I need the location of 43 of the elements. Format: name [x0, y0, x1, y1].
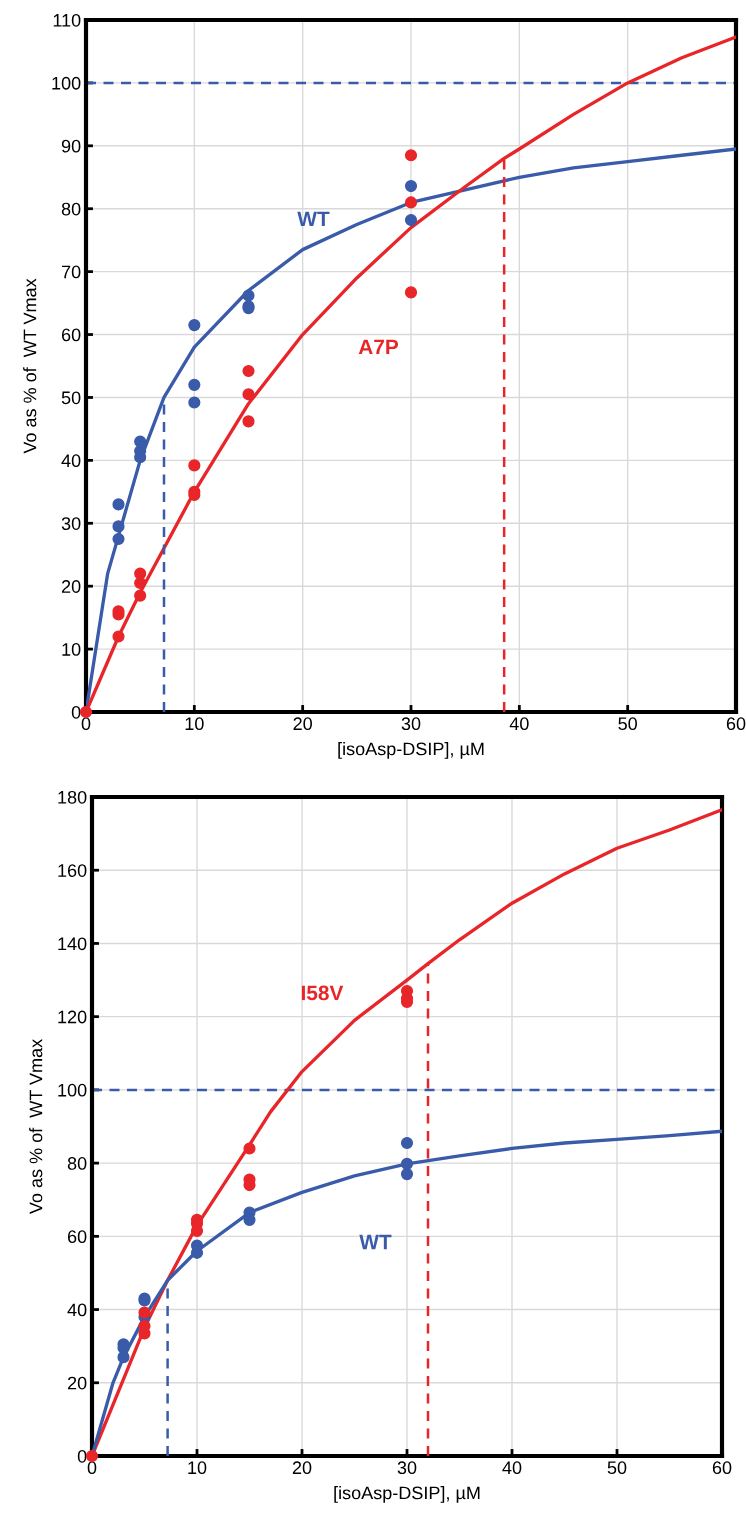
y-tick-label: 70 — [61, 265, 81, 279]
x-tick-label: 50 — [618, 717, 637, 731]
text: WT — [359, 1234, 392, 1250]
y-tick-label: 80 — [67, 1157, 87, 1170]
y-tick-label: 20 — [61, 580, 81, 593]
y-tick-label: 120 — [58, 1010, 87, 1024]
series-label: I58V — [301, 985, 344, 1001]
y-tick-label: 140 — [58, 937, 87, 951]
y-tick-label: 60 — [61, 328, 81, 342]
text: A7P — [358, 339, 399, 355]
y-tick-label: 160 — [58, 864, 87, 877]
y-axis-title: Vo as % of WT Vmax — [29, 1039, 43, 1215]
x-tick-label: 20 — [293, 717, 312, 731]
y-tick-label: 30 — [61, 517, 81, 530]
y-tick-label: 180 — [58, 790, 87, 804]
x-axis-title: [isoAsp-DSIP], µM — [334, 1486, 480, 1503]
y-tick-label: 40 — [67, 1303, 87, 1317]
y-tick-label: 40 — [61, 454, 81, 468]
x-tick-label: 40 — [502, 1461, 522, 1475]
y-tick-label: 100 — [58, 1083, 87, 1097]
x-tick-label: 0 — [87, 1461, 97, 1475]
x-tick-label: 30 — [397, 1461, 417, 1475]
y-tick-label: 60 — [67, 1230, 87, 1244]
series-label: WT — [297, 211, 330, 227]
x-tick-label: 50 — [607, 1461, 627, 1475]
y-tick-label: 50 — [61, 391, 81, 405]
x-tick-label: 60 — [712, 1461, 732, 1475]
y-tick-label: 10 — [62, 643, 81, 656]
y-tick-label: 0 — [77, 1449, 87, 1463]
x-tick-label: 30 — [401, 717, 421, 731]
y-tick-label: 0 — [71, 705, 81, 719]
x-tick-label: 20 — [292, 1461, 312, 1475]
x-axis-title: [isoAsp-DSIP], µM — [338, 742, 484, 759]
y-axis-title: Vo as % of WT Vmax — [23, 278, 37, 454]
y-tick-label: 80 — [61, 202, 81, 216]
y-tick-label: 100 — [52, 76, 81, 90]
y-tick-label: 110 — [53, 13, 81, 27]
x-tick-label: 60 — [726, 717, 746, 731]
x-tick-label: 40 — [509, 717, 529, 731]
x-tick-label: 10 — [185, 717, 204, 731]
y-tick-label: 20 — [67, 1376, 87, 1390]
y-tick-label: 90 — [61, 139, 81, 153]
x-tick-label: 10 — [188, 1461, 207, 1475]
